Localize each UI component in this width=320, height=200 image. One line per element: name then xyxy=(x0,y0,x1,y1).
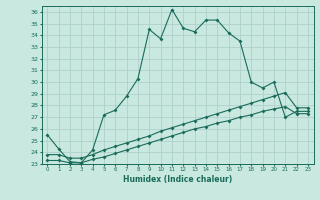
X-axis label: Humidex (Indice chaleur): Humidex (Indice chaleur) xyxy=(123,175,232,184)
